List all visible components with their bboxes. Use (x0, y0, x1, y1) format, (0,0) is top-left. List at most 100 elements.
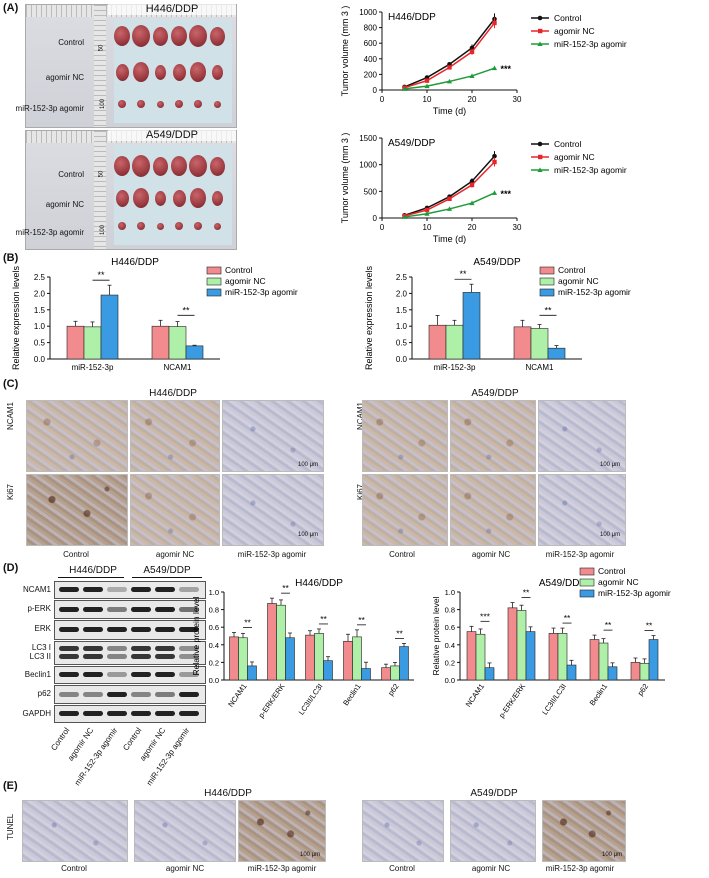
legend-label: agomir NC (598, 577, 639, 587)
legend-label: Control (558, 265, 586, 275)
tunel-col-nc-2: agomir NC (471, 864, 511, 873)
tumor (190, 188, 206, 208)
series-line (404, 22, 496, 89)
blot-band (59, 627, 79, 632)
tumor (194, 222, 202, 230)
significance-label: ** (523, 588, 530, 598)
bar (83, 326, 102, 360)
blot-band (131, 711, 151, 716)
y-tick-label: 1.5 (396, 306, 408, 315)
bar (343, 640, 353, 681)
tumor (152, 156, 168, 176)
y-tick-label: 0.5 (396, 339, 408, 348)
data-point (424, 207, 430, 213)
y-tick-label: 400 (364, 55, 378, 64)
row-label-nc-2: agomir NC (45, 200, 84, 209)
legend-label: miR-152-3p agomir (554, 165, 627, 175)
legend-label: agomir NC (554, 152, 595, 162)
blot-band (155, 646, 175, 651)
significance-label: ** (244, 617, 251, 627)
blot-band (131, 691, 151, 697)
ihc-image (130, 400, 220, 472)
scale-bar: 100 μm (602, 852, 623, 858)
ihc-row-ki67: Ki67 (6, 483, 15, 500)
bar (390, 665, 400, 681)
bar (168, 326, 187, 360)
data-point (401, 86, 408, 91)
tumor (114, 156, 130, 176)
legend-swatch (539, 266, 555, 275)
category-label: miR-152-3p (72, 363, 114, 372)
bar (445, 324, 464, 360)
blot-band (107, 654, 127, 659)
tumor (118, 222, 126, 230)
scale-bar: 100 μm (300, 852, 321, 858)
tumor (133, 62, 149, 82)
blot-band (179, 587, 199, 592)
data-point (469, 200, 475, 206)
tumor (211, 64, 223, 80)
y-tick-label: 1000 (359, 161, 377, 170)
legend-marker (537, 41, 543, 46)
scale-bar: 100 μm (600, 462, 621, 468)
y-tick-label: 0.4 (445, 641, 455, 650)
series-line (404, 67, 495, 90)
data-point (492, 159, 497, 165)
ihc-col-nc-2: agomir NC (471, 550, 511, 559)
scale-bar: 100 μm (600, 532, 621, 538)
legend-label: miR-152-3p agomir (225, 287, 298, 297)
tumor (175, 100, 183, 108)
bar (352, 636, 362, 681)
legend-marker (538, 28, 543, 34)
category-label: Beclin1 (588, 682, 609, 707)
category-label: p62 (636, 682, 651, 697)
ihc-image (362, 400, 448, 472)
tunel-image (238, 800, 326, 862)
blot-band (83, 672, 103, 677)
ihc-col-nc: agomir NC (155, 550, 195, 559)
ihc-col-agomir: miR-152-3p agomir (237, 550, 307, 559)
data-point (424, 211, 430, 216)
y-tick-label: 2.5 (396, 273, 408, 282)
blot-band (155, 672, 175, 677)
category-label: NCAM1 (525, 363, 554, 372)
y-tick-label: 0.2 (445, 658, 455, 667)
tumor (114, 26, 130, 46)
bar (399, 646, 409, 681)
bar (557, 633, 568, 681)
tumor (118, 100, 126, 108)
tunel-image (22, 800, 128, 862)
ihc-col-agomir-2: miR-152-3p agomir (545, 550, 615, 559)
legend-swatch (206, 277, 222, 286)
tunel-image (450, 800, 536, 862)
tumor-volume-chart-a549: 0 500 1000 1500 0 10 20 30 Time (d) Tumor volume … (340, 133, 627, 244)
panel-label-e: (E) (3, 780, 18, 792)
y-tick-label: 0.4 (209, 641, 219, 650)
y-tick-label: 600 (364, 39, 378, 48)
blot-protein-label: ERK (34, 624, 51, 633)
blot-band (83, 654, 103, 659)
legend-label: miR-152-3p agomir (598, 588, 671, 598)
significance-label: ** (544, 305, 552, 315)
tumor (156, 222, 164, 230)
tumor (132, 155, 150, 177)
y-tick-label: 0.0 (396, 355, 408, 364)
significance-label: ** (646, 621, 653, 631)
panel-label-d: (D) (3, 562, 19, 574)
blot-band (155, 654, 175, 659)
blot-band (83, 711, 103, 716)
chart-title: H446/DDP (295, 578, 343, 589)
category-label: p-ERK/ERK (257, 682, 287, 720)
tumor (209, 156, 225, 176)
bar (323, 660, 333, 681)
ihc-col-control: Control (63, 550, 89, 559)
bar (475, 633, 486, 681)
protein-chart-h446: 0.0 0.2 0.4 0.6 0.8 1.0 Relative protein level… (191, 578, 414, 720)
data-point (424, 78, 430, 83)
blot-band (179, 606, 199, 612)
y-tick-label: 1500 (359, 134, 377, 143)
chart-title: H446/DDP (111, 257, 159, 268)
ihc-image (450, 400, 536, 472)
blot-band (131, 654, 151, 659)
blot-band (107, 691, 127, 697)
